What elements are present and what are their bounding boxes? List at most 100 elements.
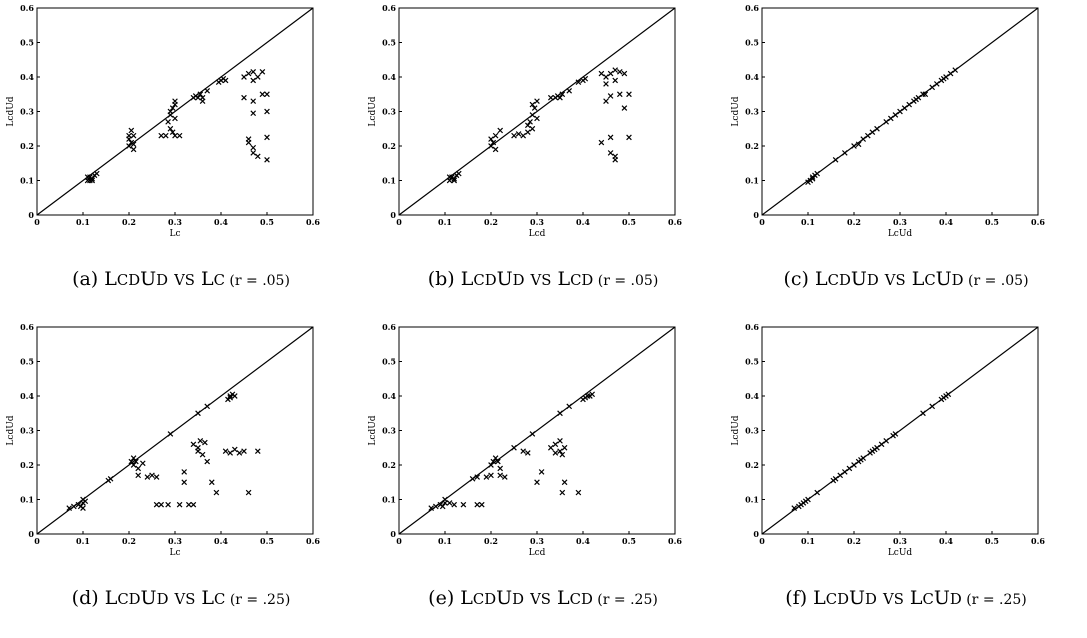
y-tick-label: 0.2 — [745, 460, 759, 470]
scatter-plot: 00 0.1 0.1 0.2 0.2 0.3 0.3 0.4 0.4 0.5 0.5 0.6 0.6 Lc… — [368, 3, 682, 239]
x-axis-label: LcUd — [888, 229, 913, 239]
data-point — [534, 479, 540, 486]
data-point — [529, 112, 536, 118]
x-tick-label: 0.5 — [622, 536, 636, 546]
data-point — [552, 450, 559, 456]
data-point — [153, 474, 160, 480]
data-point — [488, 143, 494, 149]
data-point — [621, 70, 628, 77]
caption-r-value: (r = .05) — [593, 273, 659, 289]
y-tick-label: 0.4 — [745, 391, 759, 401]
data-point — [855, 141, 862, 148]
subfigure-caption: (e) LCDUD VS LCD (r = .25) — [362, 587, 724, 609]
x-tick-label: 0.2 — [122, 217, 136, 227]
identity-line — [398, 326, 676, 535]
data-point — [126, 132, 132, 139]
y-tick-label: 0.5 — [20, 38, 34, 48]
data-point — [130, 462, 137, 468]
data-point — [607, 93, 614, 99]
data-point — [607, 70, 614, 77]
data-point — [501, 474, 508, 480]
data-point — [557, 410, 563, 417]
subfigure-caption: (b) LCDUD VS LCD (r = .05) — [362, 268, 724, 290]
data-point — [158, 132, 165, 139]
y-tick-label: 0.3 — [20, 107, 34, 117]
y-tick-label: 0 — [753, 529, 759, 539]
x-tick-label: 0.1 — [801, 217, 815, 227]
x-tick-label: 0.2 — [484, 217, 498, 227]
y-tick-label: 0.4 — [745, 72, 759, 82]
y-tick-label: 0.4 — [20, 391, 34, 401]
data-point — [222, 77, 229, 84]
data-point — [190, 441, 197, 448]
data-point — [603, 74, 609, 80]
scatter-panel-c: 0 0 0.1 0.1 0.2 0.2 0.3 0.3 0.4 0.4 0.5 0.5 0.6 0.6 Lc… — [725, 0, 1087, 319]
data-point — [566, 403, 573, 410]
y-tick-label: 0.5 — [745, 38, 759, 48]
y-axis-label: LcdUd — [6, 96, 16, 126]
data-point — [181, 469, 188, 475]
subfigure-caption: (f) LCDUD VS LCUD (r = .25) — [725, 587, 1087, 609]
x-tick-label: 0.6 — [668, 217, 682, 227]
y-axis-label: LcdUd — [731, 96, 741, 126]
subfigure-caption: (d) LCDUD VS LC (r = .25) — [0, 587, 362, 609]
data-point — [616, 91, 623, 98]
data-point — [66, 505, 73, 511]
y-tick-label: 0.6 — [745, 322, 759, 332]
data-point — [259, 91, 266, 98]
data-point — [612, 156, 619, 163]
identity-line — [36, 326, 314, 535]
x-tick-label: 0.4 — [939, 536, 953, 546]
data-point — [89, 177, 96, 184]
data-point — [197, 91, 204, 98]
data-point — [846, 465, 853, 472]
x-axis-label: Lcd — [529, 548, 546, 558]
caption-label: (b) — [427, 268, 461, 290]
data-point — [439, 503, 446, 510]
y-tick-label: 0 — [390, 210, 396, 220]
data-point — [204, 458, 211, 465]
data-point — [202, 439, 208, 446]
data-point — [250, 144, 257, 151]
data-point — [204, 403, 211, 410]
data-point — [860, 136, 867, 142]
x-tick-label: 0.4 — [214, 536, 228, 546]
x-tick-label: 0.3 — [893, 217, 907, 227]
data-point — [878, 441, 885, 448]
data-point — [474, 474, 481, 480]
caption-r-value: (r = .25) — [961, 592, 1027, 608]
y-tick-label: 0.4 — [382, 72, 396, 82]
data-point — [616, 69, 623, 75]
caption-label: (d) — [71, 587, 105, 609]
data-point — [626, 91, 632, 98]
data-point — [139, 460, 146, 467]
data-point — [165, 501, 171, 508]
data-point — [428, 505, 435, 511]
data-point — [259, 69, 266, 75]
data-point — [607, 150, 614, 156]
y-tick-label: 0.3 — [745, 107, 759, 117]
data-point — [559, 489, 566, 496]
data-point — [93, 170, 100, 177]
caption-text: LCDUD VS LC — [104, 268, 225, 290]
x-tick-label: 0.2 — [122, 536, 136, 546]
data-point — [245, 489, 252, 496]
x-tick-label: 0.3 — [530, 536, 544, 546]
data-point — [945, 391, 952, 398]
data-point — [626, 134, 632, 141]
data-point — [172, 101, 178, 108]
data-point — [488, 462, 494, 468]
data-point — [227, 450, 234, 456]
data-point — [524, 450, 531, 456]
data-point — [195, 448, 201, 455]
data-point — [130, 141, 137, 148]
y-tick-label: 0.3 — [382, 426, 396, 436]
data-point — [791, 505, 798, 511]
data-point — [250, 110, 257, 117]
data-point — [167, 431, 174, 437]
data-point — [524, 122, 531, 129]
data-point — [561, 444, 568, 451]
x-tick-label: 0.6 — [668, 536, 682, 546]
y-tick-label: 0.6 — [20, 322, 34, 332]
data-point — [264, 108, 270, 115]
